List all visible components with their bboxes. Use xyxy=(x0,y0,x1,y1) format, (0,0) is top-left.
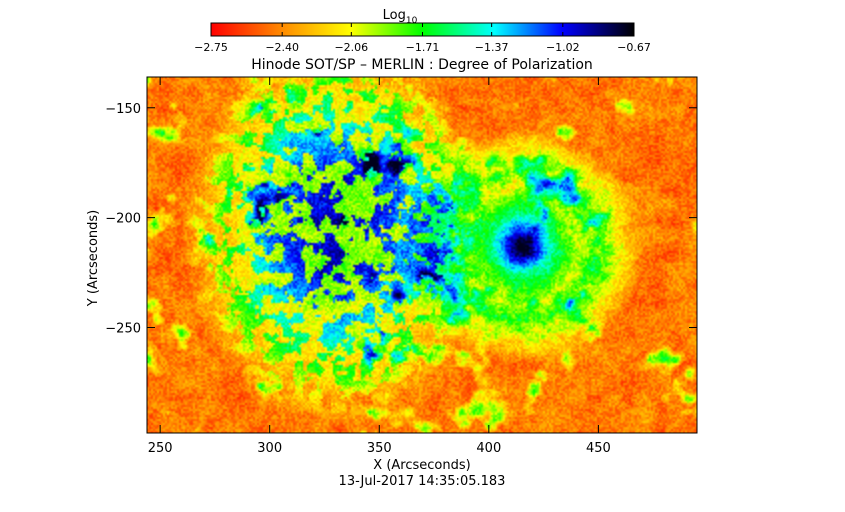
colorbar-tick-label: −2.40 xyxy=(265,41,299,54)
colorbar-tick-label: −2.06 xyxy=(334,41,368,54)
colorbar-label-subscript: 10 xyxy=(406,16,418,26)
y-tick-label: −250 xyxy=(105,322,141,337)
timestamp: 13-Jul-2017 14:35:05.183 xyxy=(339,474,506,489)
x-tick-label: 400 xyxy=(476,441,501,456)
x-tick-label: 350 xyxy=(367,441,392,456)
colorbar-ticks: −2.75 −2.40 −2.06 −1.71 −1.37 −1.02 −0.67 xyxy=(194,23,651,54)
colorbar-tick-label: −1.71 xyxy=(406,41,440,54)
y-tick-label: −150 xyxy=(105,102,141,117)
x-tick-label: 300 xyxy=(257,441,282,456)
y-axis-label: Y (Arcseconds) xyxy=(86,210,101,307)
colorbar: Log10 −2.75 −2.40 −2.06 −1.71 −1.37 −1.02 −0.6… xyxy=(194,8,651,54)
colorbar-tick-label: −1.02 xyxy=(546,41,580,54)
colorbar-tick-label: −2.75 xyxy=(194,41,228,54)
x-tick-label: 250 xyxy=(148,441,173,456)
chart-title: Hinode SOT/SP – MERLIN : Degree of Polar… xyxy=(251,57,593,73)
y-tick-label: −200 xyxy=(105,212,141,227)
x-tick-label: 450 xyxy=(586,441,611,456)
x-axis-label: X (Arcseconds) xyxy=(373,458,470,473)
plot-axes: 250 300 350 400 450 −150 −200 −250 xyxy=(105,76,698,456)
heatmap-image xyxy=(147,77,697,433)
colorbar-tick-label: −1.37 xyxy=(475,41,509,54)
colorbar-tick-label: −0.67 xyxy=(617,41,651,54)
plot-area: 250 300 350 400 450 −150 −200 −250 xyxy=(105,76,698,456)
colorbar-label: Log10 xyxy=(383,8,418,26)
plot-frame xyxy=(146,76,698,434)
